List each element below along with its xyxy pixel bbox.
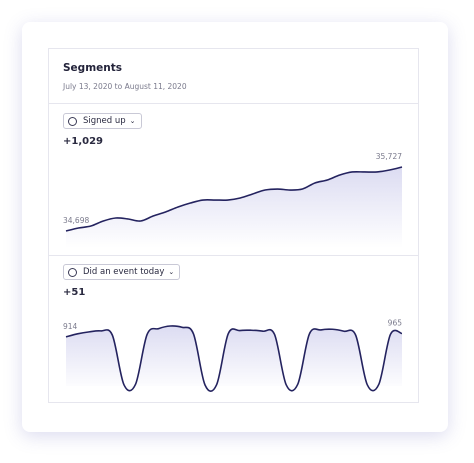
total: +1,029 — [63, 136, 104, 147]
caret: ⌄ — [168, 268, 175, 276]
icon — [68, 267, 77, 277]
area — [66, 325, 402, 392]
icon — [68, 116, 77, 126]
panel — [48, 48, 419, 403]
dropdown[interactable]: Did an event today ⌄ — [63, 264, 181, 280]
value-label: 965 — [388, 318, 403, 327]
total: +51 — [63, 287, 86, 298]
dropdown[interactable]: Signed up ⌄ — [63, 113, 142, 129]
divider — [48, 255, 419, 256]
line — [65, 166, 403, 232]
line — [65, 325, 403, 392]
value-label: 35,727 — [376, 152, 402, 161]
dropdown-label: Signed up — [83, 116, 126, 126]
value-label: 914 — [63, 322, 78, 331]
divider — [48, 103, 419, 104]
area — [66, 167, 402, 248]
title: Segments — [63, 62, 123, 74]
caret: ⌄ — [129, 117, 136, 125]
dropdown-label: Did an event today — [83, 267, 165, 277]
date-range: July 13, 2020 to August 11, 2020 — [63, 82, 187, 91]
value-label: 34,698 — [63, 216, 89, 225]
